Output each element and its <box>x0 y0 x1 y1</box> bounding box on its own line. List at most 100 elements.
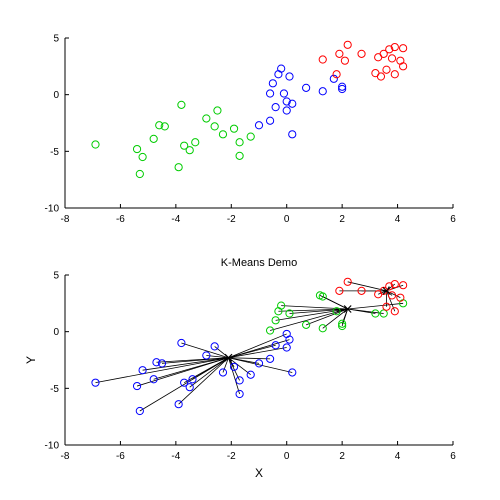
data-point <box>382 302 391 311</box>
data-point <box>218 130 228 139</box>
data-point <box>174 163 183 172</box>
data-point <box>138 152 147 162</box>
data-point <box>218 368 228 377</box>
centroid-connector <box>161 357 229 364</box>
data-point <box>265 354 275 363</box>
data-point <box>155 121 164 130</box>
data-point <box>235 151 244 160</box>
x-tick-label: 2 <box>339 214 345 225</box>
y-tick-label: -5 <box>50 147 59 158</box>
centroid-connector <box>95 357 229 384</box>
data-point <box>254 359 264 368</box>
centroid-connector <box>228 347 287 359</box>
data-point <box>288 99 297 108</box>
data-point <box>288 130 297 139</box>
centroid-connector <box>336 308 348 312</box>
y-tick-label: -10 <box>45 441 60 452</box>
data-point <box>332 70 341 79</box>
x-tick-label: 6 <box>450 214 456 225</box>
x-tick-label: 2 <box>339 451 345 462</box>
data-point <box>265 116 275 125</box>
centroid-connector <box>192 357 229 380</box>
data-point <box>390 279 399 289</box>
data-point <box>379 49 388 58</box>
data-point <box>340 56 350 65</box>
data-point <box>338 321 347 331</box>
x-tick-label: -4 <box>171 451 180 462</box>
centroid-connector <box>189 357 229 388</box>
data-point <box>318 87 327 96</box>
data-point <box>185 146 194 155</box>
data-point <box>149 134 158 143</box>
centroid-connector <box>347 308 384 314</box>
x-tick-label: -8 <box>61 451 70 462</box>
data-point <box>288 368 297 377</box>
data-point <box>91 140 100 149</box>
x-tick-label: 4 <box>395 451 401 462</box>
data-point <box>385 45 394 54</box>
y-tick-label: -10 <box>45 204 60 215</box>
data-point <box>282 97 291 106</box>
data-point <box>302 320 311 329</box>
data-point <box>390 307 399 316</box>
x-axis-label: X <box>255 466 263 480</box>
x-tick-label: 4 <box>395 214 401 225</box>
data-point <box>138 366 147 375</box>
centroid-connector <box>222 357 229 373</box>
data-point <box>399 44 408 53</box>
data-point <box>285 309 294 318</box>
y-tick-label: 0 <box>53 327 59 338</box>
centroid-connector <box>228 339 290 359</box>
data-point <box>338 84 347 94</box>
centroid-connector <box>341 308 349 327</box>
data-point <box>271 341 280 350</box>
data-point <box>177 100 186 109</box>
data-point <box>191 138 200 147</box>
data-point <box>254 121 264 130</box>
data-point <box>210 342 219 351</box>
centroid-marker <box>224 353 233 362</box>
data-point <box>338 82 347 91</box>
data-point <box>382 65 391 74</box>
centroid-marker-stroke <box>382 286 391 295</box>
data-point <box>387 291 397 300</box>
data-point <box>390 70 399 79</box>
data-point <box>246 132 255 141</box>
x-tick-label: -2 <box>227 451 236 462</box>
centroid-connector <box>153 357 229 380</box>
centroid-connector <box>281 305 348 310</box>
data-point <box>177 338 186 348</box>
data-point <box>332 307 341 316</box>
chart-title: K-Means Demo <box>221 257 297 269</box>
data-point <box>174 400 183 409</box>
data-point <box>132 381 142 391</box>
centroid-connector <box>275 308 348 321</box>
data-point <box>343 277 352 286</box>
data-point <box>265 326 275 335</box>
data-point <box>271 103 280 112</box>
top-scatter-plot: -8 -6 -4 -2 0 2 4 6 -10 -5 0 5 <box>45 34 457 226</box>
data-point <box>135 406 144 416</box>
y-tick-label: 5 <box>53 34 59 45</box>
data-point <box>91 378 100 387</box>
y-tick-label: -5 <box>50 384 59 395</box>
data-point <box>357 286 366 295</box>
data-point <box>180 378 189 387</box>
data-point <box>152 358 161 367</box>
x-tick-label: -6 <box>116 451 125 462</box>
data-point <box>282 343 291 352</box>
centroid-connector <box>228 333 287 359</box>
data-point <box>274 307 283 316</box>
data-point <box>132 144 142 154</box>
centroid-connector <box>228 357 240 395</box>
centroid-connector <box>305 308 348 326</box>
y-axis-label: Y <box>24 356 38 364</box>
data-point <box>229 124 239 133</box>
data-point <box>396 293 405 302</box>
data-point <box>135 169 144 179</box>
data-point <box>235 376 244 385</box>
centroid-connector <box>319 295 348 310</box>
data-point <box>271 316 280 325</box>
data-point <box>318 55 327 64</box>
